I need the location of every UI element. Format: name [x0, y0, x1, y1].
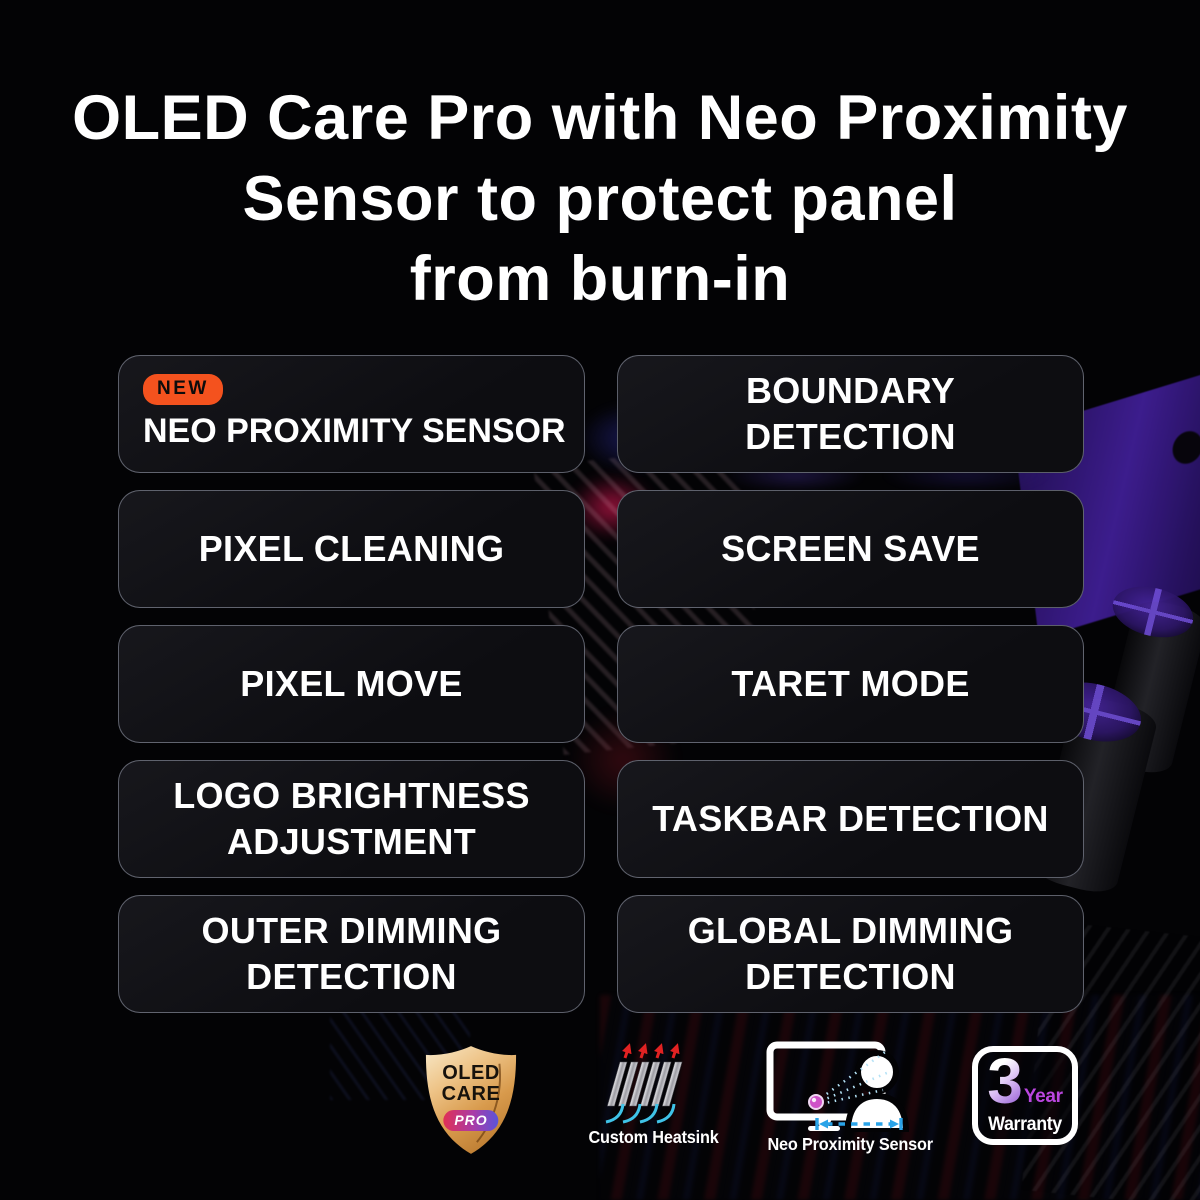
- shield-line-care: CARE: [441, 1083, 501, 1105]
- feature-card-label: TARET MODE: [731, 662, 970, 704]
- new-badge: NEW: [143, 374, 223, 406]
- warranty-row: 3 Year: [983, 1045, 1067, 1118]
- warranty-year: Year: [1023, 1086, 1063, 1107]
- feature-card-label: SCREEN SAVE: [721, 527, 980, 569]
- feature-card-label: OUTER DIMMING DETECTION: [201, 909, 502, 997]
- bg-capacitor-body: [1096, 595, 1200, 779]
- neo-proximity-sensor-label: Neo Proximity Sensor: [767, 1134, 933, 1154]
- bg-capacitor-top: [1107, 578, 1199, 646]
- feature-card-label: NEO PROXIMITY SENSOR: [143, 412, 566, 451]
- oled-care-pro-badge: OLED CARE PRO: [422, 1044, 520, 1156]
- feature-card-label: PIXEL MOVE: [240, 662, 463, 704]
- feature-card-label: GLOBAL DIMMING DETECTION: [687, 909, 1014, 997]
- warranty-number: 3: [987, 1045, 1023, 1118]
- custom-heatsink-icon: [605, 1043, 683, 1124]
- feature-card-pixel-move: PIXEL MOVE: [118, 625, 585, 743]
- feature-card-label: BOUNDARY DETECTION: [745, 369, 956, 457]
- feature-card-label: PIXEL CLEANING: [198, 527, 505, 569]
- title-line: from burn-in: [409, 244, 791, 315]
- feature-card-screen-save: SCREEN SAVE: [617, 490, 1084, 608]
- pro-pill: PRO: [443, 1110, 499, 1131]
- feature-card-neo-proximity-sensor: NEW NEO PROXIMITY SENSOR: [118, 355, 585, 473]
- custom-heatsink-label: Custom Heatsink: [588, 1127, 719, 1147]
- custom-heatsink-badge: Custom Heatsink: [584, 1040, 719, 1148]
- neo-proximity-sensor-badge: Neo Proximity Sensor: [762, 1040, 933, 1155]
- title-line: OLED Care Pro with Neo Proximity: [72, 83, 1128, 153]
- feature-card-taskbar-detection: TASKBAR DETECTION: [617, 760, 1084, 878]
- shield-text: OLED CARE: [422, 1063, 520, 1105]
- feature-card-logo-brightness-adjustment: LOGO BRIGHTNESS ADJUSTMENT: [118, 760, 585, 878]
- title-line: Sensor to protect panel: [242, 163, 958, 234]
- warranty-badge: 3 Year Warranty: [972, 1046, 1078, 1145]
- page-title: OLED Care Pro with Neo Proximity Sensor …: [0, 78, 1200, 320]
- feature-card-label: LOGO BRIGHTNESS ADJUSTMENT: [173, 774, 530, 862]
- shield-line-oled: OLED: [442, 1062, 500, 1084]
- feature-card-pixel-cleaning: PIXEL CLEANING: [118, 490, 585, 608]
- feature-card-label: TASKBAR DETECTION: [652, 797, 1049, 839]
- feature-card-global-dimming-detection: GLOBAL DIMMING DETECTION: [617, 895, 1084, 1013]
- feature-card-boundary-detection: BOUNDARY DETECTION: [617, 355, 1084, 473]
- feature-card-taret-mode: TARET MODE: [617, 625, 1084, 743]
- feature-card-outer-dimming-detection: OUTER DIMMING DETECTION: [118, 895, 585, 1013]
- warranty-word: Warranty: [988, 1114, 1062, 1135]
- feature-grid: NEW NEO PROXIMITY SENSOR BOUNDARY DETECT…: [118, 355, 1084, 1013]
- neo-proximity-sensor-icon: [766, 1041, 910, 1132]
